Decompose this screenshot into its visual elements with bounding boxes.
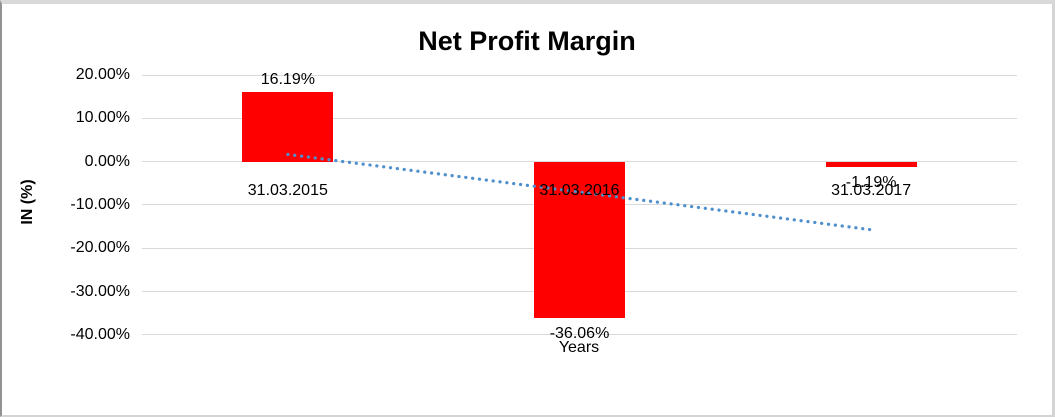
- chart-title: Net Profit Margin: [418, 26, 636, 56]
- gridline: [142, 334, 1017, 336]
- data-label: 16.19%: [260, 70, 315, 88]
- bar: [825, 161, 917, 167]
- y-tick-label: -30.00%: [70, 282, 130, 300]
- data-label: -36.06%: [549, 324, 610, 342]
- bar: [242, 91, 334, 162]
- category-label: 31.03.2015: [247, 181, 328, 199]
- y-tick-label: 10.00%: [75, 109, 130, 127]
- category-label: 31.03.2016: [539, 181, 620, 199]
- y-tick-label: -20.00%: [70, 239, 130, 257]
- data-label: -1.19%: [845, 173, 897, 191]
- y-tick-label: -10.00%: [70, 195, 130, 213]
- y-tick-label: 0.00%: [84, 152, 130, 170]
- y-tick-label: -40.00%: [70, 325, 130, 343]
- y-tick-label: 20.00%: [75, 66, 130, 83]
- gridline: [142, 74, 1017, 76]
- x-axis-title: Years: [558, 339, 600, 356]
- gridline: [142, 117, 1017, 119]
- category-label: 31.03.2017: [831, 181, 912, 199]
